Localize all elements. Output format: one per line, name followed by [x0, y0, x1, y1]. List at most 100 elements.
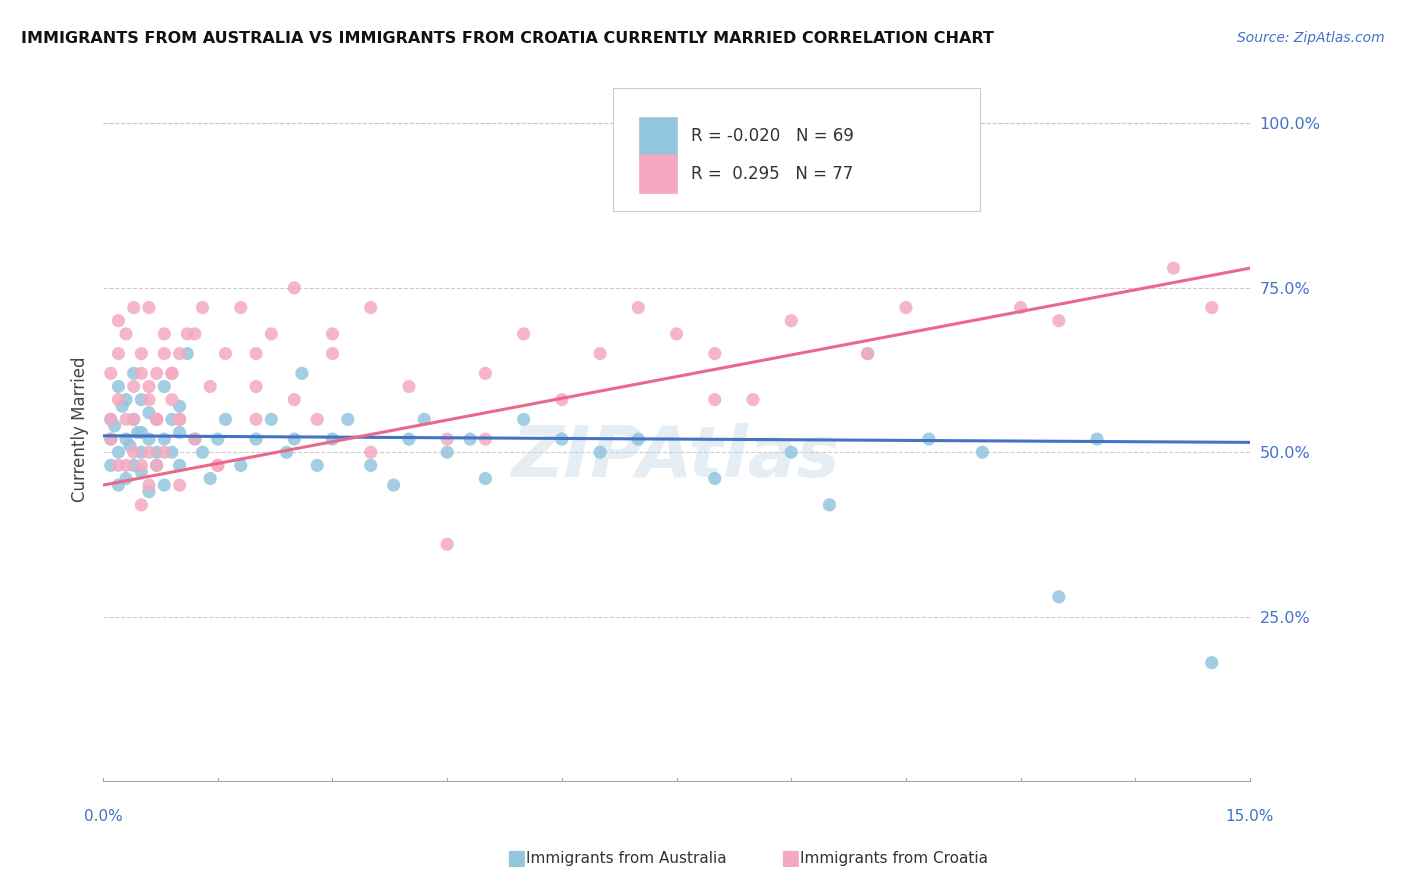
Point	[291, 367, 314, 381]
Point	[153, 478, 176, 492]
Point	[589, 346, 612, 360]
Point	[1010, 301, 1032, 315]
Point	[169, 478, 191, 492]
Point	[122, 412, 145, 426]
Point	[283, 281, 305, 295]
Point	[436, 445, 458, 459]
Text: 0.0%: 0.0%	[84, 809, 122, 824]
Point	[138, 406, 160, 420]
Point	[169, 399, 191, 413]
Point	[260, 326, 283, 341]
Point	[160, 412, 183, 426]
Point	[703, 346, 725, 360]
Point	[138, 379, 160, 393]
Point	[1201, 301, 1223, 315]
Point	[894, 301, 917, 315]
Point	[153, 346, 176, 360]
FancyBboxPatch shape	[613, 88, 980, 211]
Point	[131, 445, 153, 459]
Point	[100, 432, 122, 446]
Point	[115, 326, 138, 341]
Point	[122, 458, 145, 473]
Point	[360, 445, 382, 459]
Point	[169, 346, 191, 360]
Point	[818, 498, 841, 512]
Point	[107, 392, 129, 407]
Point	[229, 301, 252, 315]
Point	[160, 445, 183, 459]
Point	[100, 412, 122, 426]
Point	[627, 432, 650, 446]
Point	[413, 412, 436, 426]
Point	[131, 367, 153, 381]
Point	[145, 445, 167, 459]
Point	[191, 445, 214, 459]
Point	[107, 379, 129, 393]
Point	[160, 367, 183, 381]
Point	[551, 432, 574, 446]
Point	[360, 458, 382, 473]
Point	[276, 445, 298, 459]
Text: ■: ■	[780, 848, 800, 868]
Point	[100, 412, 122, 426]
Point	[321, 326, 343, 341]
Point	[122, 301, 145, 315]
Point	[512, 326, 534, 341]
Point	[551, 392, 574, 407]
Point	[1201, 656, 1223, 670]
Point	[1047, 314, 1070, 328]
Point	[703, 392, 725, 407]
Point	[138, 478, 160, 492]
Point	[780, 445, 803, 459]
Text: Immigrants from Australia: Immigrants from Australia	[526, 851, 727, 865]
Point	[131, 425, 153, 440]
Point	[191, 301, 214, 315]
Point	[160, 367, 183, 381]
Point	[153, 432, 176, 446]
Point	[169, 425, 191, 440]
Point	[214, 346, 236, 360]
Point	[122, 379, 145, 393]
Point	[100, 458, 122, 473]
Text: R = -0.020   N = 69: R = -0.020 N = 69	[692, 128, 855, 145]
Point	[184, 432, 207, 446]
Point	[245, 412, 267, 426]
Point	[321, 432, 343, 446]
Point	[336, 412, 359, 426]
Point	[153, 379, 176, 393]
Point	[145, 367, 167, 381]
Y-axis label: Currently Married: Currently Married	[72, 357, 89, 502]
Point	[131, 392, 153, 407]
Point	[307, 458, 329, 473]
Point	[131, 465, 153, 479]
Point	[589, 445, 612, 459]
Point	[107, 445, 129, 459]
Point	[138, 484, 160, 499]
Point	[474, 471, 496, 485]
Point	[107, 478, 129, 492]
Text: Source: ZipAtlas.com: Source: ZipAtlas.com	[1237, 31, 1385, 45]
Point	[169, 458, 191, 473]
Point	[145, 412, 167, 426]
Point	[131, 498, 153, 512]
Point	[100, 432, 122, 446]
Point	[512, 412, 534, 426]
Point	[856, 346, 879, 360]
Point	[138, 301, 160, 315]
Point	[118, 439, 141, 453]
Point	[176, 326, 198, 341]
Point	[145, 412, 167, 426]
Bar	[638, 154, 676, 193]
Point	[1085, 432, 1108, 446]
Point	[398, 379, 420, 393]
Point	[145, 412, 167, 426]
Point	[115, 471, 138, 485]
Point	[207, 458, 229, 473]
Point	[100, 367, 122, 381]
Point	[122, 367, 145, 381]
Point	[138, 445, 160, 459]
Point	[245, 432, 267, 446]
Point	[107, 458, 129, 473]
Point	[918, 432, 941, 446]
Point	[122, 445, 145, 459]
